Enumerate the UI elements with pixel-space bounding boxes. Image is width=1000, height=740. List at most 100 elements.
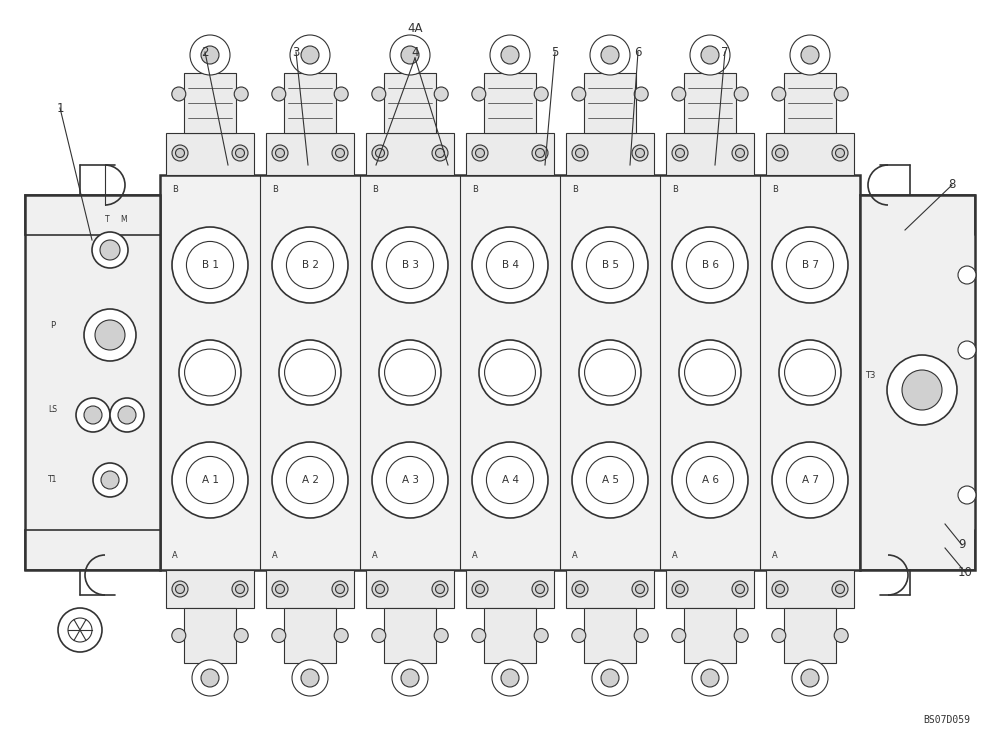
Circle shape (432, 145, 448, 161)
Text: B 1: B 1 (202, 260, 218, 270)
Circle shape (372, 227, 448, 303)
Bar (184, 608, 236, 663)
Text: A: A (472, 551, 478, 560)
Ellipse shape (485, 349, 535, 396)
Bar (266, 570, 354, 608)
Circle shape (172, 442, 248, 518)
Circle shape (958, 341, 976, 359)
Circle shape (401, 46, 419, 64)
Circle shape (190, 35, 230, 75)
Circle shape (672, 227, 748, 303)
Text: B: B (172, 184, 178, 193)
Circle shape (176, 585, 184, 593)
Text: LS: LS (48, 406, 58, 414)
Text: BS07D059: BS07D059 (923, 715, 970, 725)
Circle shape (776, 585, 784, 593)
Text: A 4: A 4 (502, 475, 518, 485)
Text: A 3: A 3 (402, 475, 418, 485)
Circle shape (392, 660, 428, 696)
Circle shape (772, 227, 848, 303)
Circle shape (272, 87, 286, 101)
Circle shape (334, 87, 348, 101)
Circle shape (772, 628, 786, 642)
Circle shape (836, 585, 844, 593)
Bar (266, 133, 354, 175)
Circle shape (100, 240, 120, 260)
Circle shape (336, 149, 344, 158)
Text: B: B (472, 184, 478, 193)
Circle shape (790, 35, 830, 75)
Text: T1: T1 (48, 476, 58, 485)
Bar (484, 73, 536, 133)
Circle shape (172, 227, 248, 303)
Ellipse shape (179, 340, 241, 405)
Circle shape (372, 87, 386, 101)
Text: B: B (572, 184, 578, 193)
Circle shape (501, 46, 519, 64)
Bar (666, 570, 754, 608)
Circle shape (286, 241, 334, 289)
Bar (466, 570, 554, 608)
Circle shape (672, 87, 686, 101)
Circle shape (486, 457, 534, 503)
Text: A 6: A 6 (702, 475, 718, 485)
Circle shape (186, 457, 234, 503)
Circle shape (118, 406, 136, 424)
Text: P: P (50, 320, 56, 329)
Bar (484, 608, 536, 663)
Circle shape (676, 585, 684, 593)
Circle shape (332, 145, 348, 161)
Circle shape (436, 585, 444, 593)
Bar (684, 73, 736, 133)
Circle shape (336, 585, 344, 593)
Bar (160, 60, 860, 175)
Circle shape (576, 585, 584, 593)
Circle shape (686, 241, 734, 289)
Circle shape (376, 585, 384, 593)
Bar (584, 608, 636, 663)
Circle shape (792, 660, 828, 696)
Circle shape (532, 145, 548, 161)
Bar (766, 133, 854, 175)
Circle shape (572, 628, 586, 642)
Circle shape (486, 241, 534, 289)
Circle shape (772, 145, 788, 161)
Circle shape (172, 87, 186, 101)
Bar (666, 133, 754, 175)
Circle shape (572, 227, 648, 303)
Ellipse shape (785, 349, 835, 396)
Circle shape (236, 149, 244, 158)
Circle shape (634, 87, 648, 101)
Circle shape (286, 457, 334, 503)
Circle shape (832, 145, 848, 161)
Bar (166, 133, 254, 175)
Bar (184, 73, 236, 133)
Text: B: B (272, 184, 278, 193)
Circle shape (572, 442, 648, 518)
Circle shape (301, 669, 319, 687)
Circle shape (536, 149, 544, 158)
Text: 6: 6 (634, 45, 642, 58)
Circle shape (632, 145, 648, 161)
Circle shape (501, 669, 519, 687)
Circle shape (472, 227, 548, 303)
Circle shape (110, 398, 144, 432)
Circle shape (832, 581, 848, 597)
Circle shape (95, 320, 125, 350)
Circle shape (84, 406, 102, 424)
Circle shape (672, 628, 686, 642)
Circle shape (572, 581, 588, 597)
Circle shape (172, 145, 188, 161)
Circle shape (834, 628, 848, 642)
Circle shape (372, 628, 386, 642)
Circle shape (101, 471, 119, 489)
Text: 1: 1 (56, 101, 64, 115)
Circle shape (572, 145, 588, 161)
Circle shape (586, 457, 634, 503)
Circle shape (472, 442, 548, 518)
Circle shape (436, 149, 444, 158)
Bar (366, 570, 454, 608)
Bar (25, 195, 160, 570)
Circle shape (58, 608, 102, 652)
Ellipse shape (585, 349, 635, 396)
